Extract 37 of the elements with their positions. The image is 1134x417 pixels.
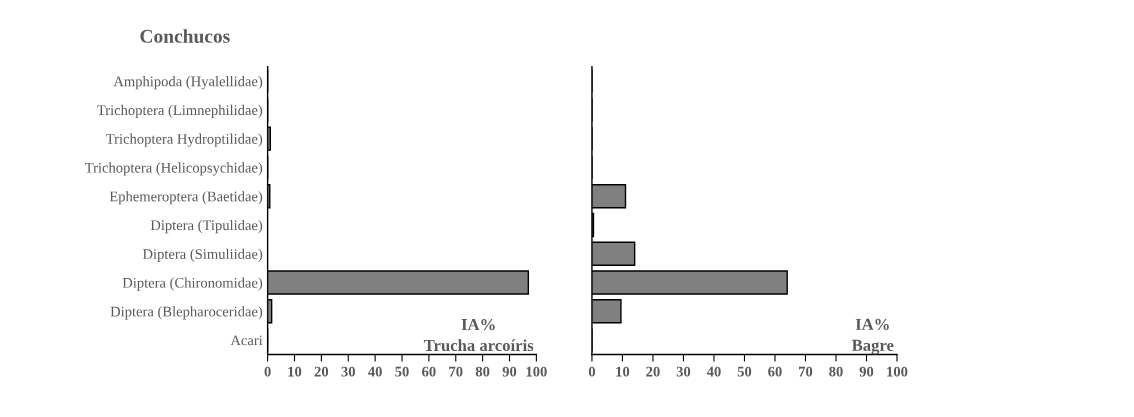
y-tick-label: Diptera (Tipulidae)	[150, 219, 263, 234]
x-tick-label: 10	[616, 366, 630, 377]
x-tick-label: 40	[368, 366, 382, 377]
bar	[267, 126, 272, 151]
y-tick-label: Amphipoda (Hyalellidae)	[113, 76, 263, 90]
y-tick-label: Diptera (Blepharoceridae)	[110, 306, 263, 320]
x-tick-label: 30	[341, 366, 355, 377]
x-tick-label: 20	[314, 366, 329, 377]
x-tick-label: 40	[706, 366, 721, 377]
x-tick-label: 50	[737, 366, 752, 377]
x-tick-label: 0	[588, 366, 596, 377]
bar	[267, 270, 530, 295]
y-tick-label: Trichoptera Hydroptilidae)	[106, 133, 263, 147]
x-tick-label: 100	[887, 366, 908, 377]
y-tick-label: Acari	[230, 335, 263, 346]
y-tick-label: Diptera (Simuliidae)	[142, 248, 263, 262]
annotation: IA% Bagre	[851, 318, 894, 355]
x-tick-label: 0	[264, 366, 271, 377]
x-tick-label: 70	[449, 366, 463, 377]
x-tick-label: 100	[526, 366, 547, 377]
y-tick-label: Ephemeroptera (Baetidae)	[109, 191, 263, 205]
x-tick-label: 80	[475, 366, 490, 377]
x-tick-label: 80	[829, 366, 843, 377]
x-tick-label: 60	[768, 366, 782, 377]
y-tick-label: Diptera (Chironomidae)	[122, 277, 263, 291]
x-tick-label: 90	[859, 366, 874, 377]
x-tick-label: 60	[422, 366, 436, 377]
x-tick-label: 10	[288, 366, 302, 377]
y-tick-label: Trichoptera (Limnephilidae)	[97, 104, 263, 119]
x-tick-label: 70	[799, 366, 813, 377]
x-tick-label: 30	[676, 366, 691, 377]
y-tick-label: Trichoptera (Helicopsychidae)	[84, 162, 263, 176]
x-tick-label: 90	[502, 366, 517, 377]
annotation: IA% Trucha arcoíris	[423, 318, 534, 352]
x-tick-label: 50	[395, 366, 409, 377]
x-tick-label: 20	[646, 366, 660, 377]
chart-title: Conchucos	[140, 29, 230, 43]
